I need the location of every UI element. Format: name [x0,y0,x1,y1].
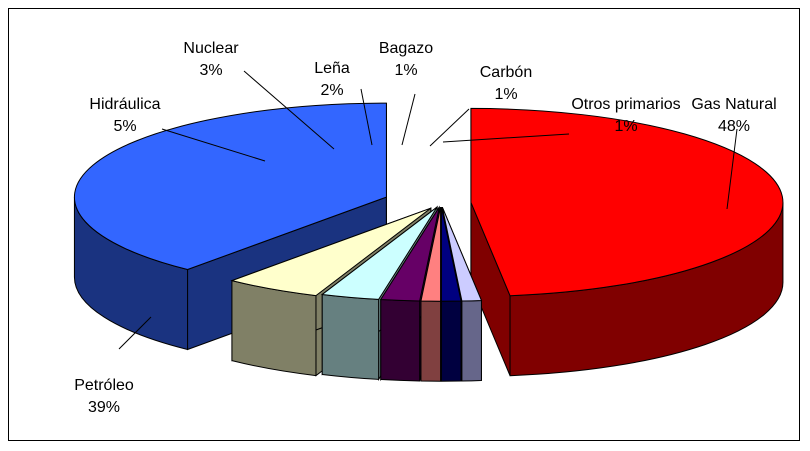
slice-3-outer-wall-0 [420,300,442,382]
slice-name-3: Bagazo [379,40,433,57]
slice-6-top [230,207,432,297]
slice-name-1: Otros primarios [571,96,680,113]
slice-name-4: Leña [314,60,350,77]
slice-6-outer-wall-0 [231,279,317,377]
slice-label-2: Carbón 1% [480,64,532,103]
leader-line-6 [161,128,266,162]
slice-5-outer-wall-0 [321,293,380,380]
slice-percent-6: 5% [113,118,136,135]
slice-4-outer-wall-0 [380,298,421,382]
slice-1-top [441,207,483,302]
leader-line-4 [360,88,373,146]
slice-3-top [420,207,442,302]
pie-chart: Gas Natural 48%Otros primarios 1%Carbón 1%B… [73,40,784,416]
slice-3-group [420,207,442,382]
slice-2-outer-wall-0 [440,300,462,382]
slice-label-4: Leña 2% [314,60,350,99]
slice-label-1: Otros primarios 1% [571,96,680,135]
slice-5-top [320,206,438,300]
leader-line-2 [429,108,470,147]
slice-7-top [73,102,387,271]
leader-line-1 [442,133,570,143]
chart-area: Gas Natural 48% Otros primarios 1% Carbón 1% B… [8,8,800,441]
slice-percent-3: 1% [394,62,417,79]
slice-name-7: Petróleo [74,377,134,394]
slice-name-6: Hidráulica [89,96,160,113]
slice-2-group [440,207,462,382]
slice-percent-7: 39% [88,399,120,416]
slice-0-top [470,107,784,297]
slice-name-5: Nuclear [183,40,239,57]
slice-percent-1: 1% [614,118,637,135]
slice-1-outer-wall-0 [461,299,482,382]
leader-line-5 [243,70,335,150]
leader-line-7 [118,316,152,350]
slice-label-7: Petróleo 39% [74,377,134,416]
slice-label-3: Bagazo 1% [379,40,433,79]
slice-2-top [440,207,462,302]
slice-label-0: Gas Natural 48% [691,96,776,135]
slice-percent-0: 48% [718,118,750,135]
slice-percent-4: 2% [320,82,343,99]
leader-line-3 [401,93,416,146]
slice-name-0: Gas Natural [691,96,776,113]
slice-name-2: Carbón [480,64,532,81]
slice-label-6: Hidráulica 5% [89,96,160,135]
slice-percent-2: 1% [494,86,517,103]
slice-4-top [379,206,440,302]
slice-label-5: Nuclear 3% [183,40,239,79]
leader-line-0 [726,128,738,210]
slice-0-group [470,107,784,377]
slice-percent-5: 3% [199,62,222,79]
